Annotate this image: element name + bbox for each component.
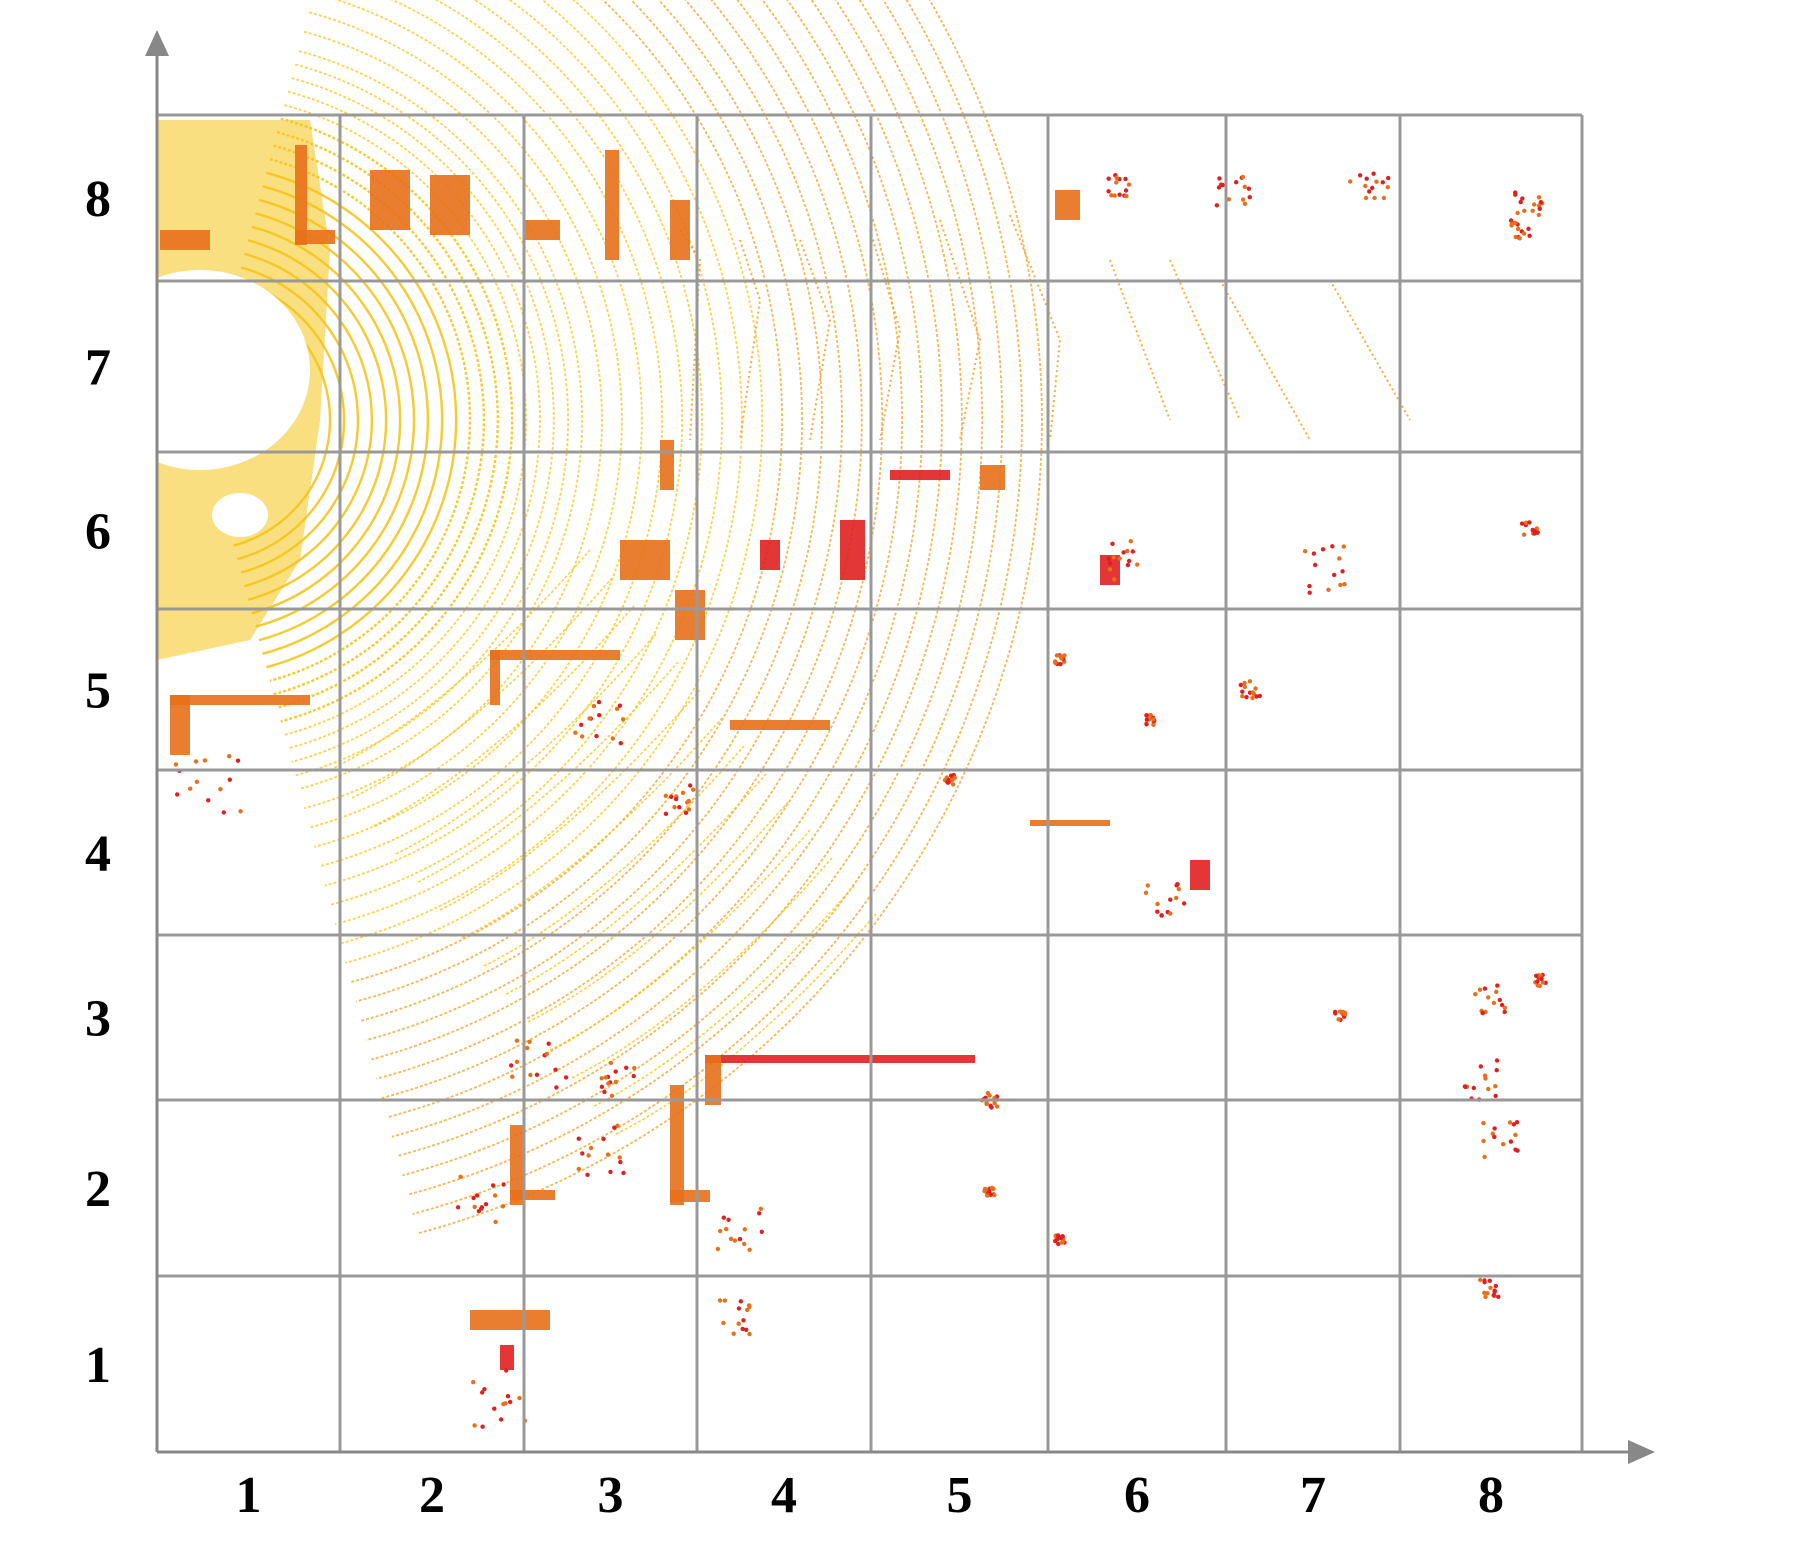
y-tick-label: 8 bbox=[85, 171, 111, 228]
x-tick-label: 7 bbox=[1300, 1467, 1326, 1524]
grid bbox=[155, 113, 1584, 1454]
y-tick-label: 1 bbox=[85, 1337, 111, 1394]
x-tick-label: 6 bbox=[1124, 1467, 1150, 1524]
y-axis-tick-labels: 1 2 3 4 5 6 7 8 bbox=[85, 171, 111, 1394]
point-cloud bbox=[90, 0, 1548, 1429]
x-tick-label: 1 bbox=[236, 1467, 262, 1524]
axes bbox=[145, 30, 1655, 1464]
x-axis-tick-labels: 1 2 3 4 5 6 7 8 bbox=[236, 1467, 1505, 1524]
scan-rings bbox=[233, 0, 1043, 1235]
y-tick-label: 3 bbox=[85, 991, 111, 1048]
detected-objects bbox=[160, 145, 1210, 1370]
x-tick-label: 5 bbox=[947, 1467, 973, 1524]
y-tick-label: 4 bbox=[85, 826, 111, 883]
x-tick-label: 2 bbox=[419, 1467, 445, 1524]
x-tick-label: 3 bbox=[598, 1467, 624, 1524]
x-tick-label: 8 bbox=[1478, 1467, 1504, 1524]
y-tick-label: 5 bbox=[85, 663, 111, 720]
y-tick-label: 2 bbox=[85, 1161, 111, 1218]
y-tick-label: 6 bbox=[85, 504, 111, 561]
scattered-points bbox=[173, 171, 1548, 1429]
y-tick-label: 7 bbox=[85, 340, 111, 397]
x-axis-arrow-icon bbox=[1628, 1440, 1655, 1464]
far-scan-lines bbox=[679, 214, 1411, 441]
x-tick-label: 4 bbox=[771, 1467, 797, 1524]
y-axis-arrow-icon bbox=[145, 30, 169, 56]
